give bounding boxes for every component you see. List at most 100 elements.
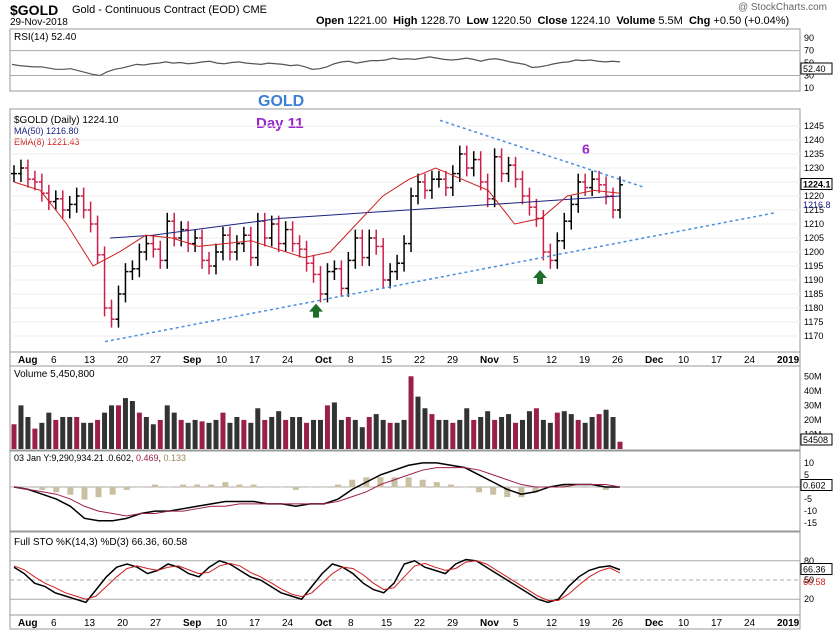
- macd-histogram-bar: [518, 486, 525, 498]
- volume-bar: [443, 419, 449, 449]
- volume-bar: [450, 422, 456, 449]
- date-axis-top-label: 5: [513, 355, 519, 366]
- macd-last-box: [800, 479, 833, 492]
- macd-histogram-bar: [405, 477, 412, 488]
- macd-histogram-bar: [602, 486, 609, 490]
- macd-histogram-bar: [236, 484, 243, 488]
- rsi-last-label: 52.40: [803, 64, 826, 74]
- volume-bar: [324, 405, 330, 449]
- volume-bar: [276, 411, 282, 449]
- volume-bar: [575, 419, 581, 449]
- ema8-line: [13, 167, 621, 267]
- volume-bar: [478, 417, 484, 449]
- date-axis-bottom-label: 24: [744, 618, 756, 629]
- price-tick-label: 1240: [804, 135, 824, 145]
- volume-bar: [506, 414, 512, 449]
- date-axis-bottom-label: 2019: [777, 618, 800, 629]
- volume-bar: [603, 409, 609, 449]
- volume-bar: [561, 411, 567, 449]
- price-panel: $GOLD (Daily) 1224.10 MA(50) 1216.80 EMA…: [9, 93, 801, 353]
- volume-bar: [136, 412, 142, 449]
- date-axis-bottom-strip: [9, 614, 801, 630]
- sto-tick-label: 20: [804, 594, 814, 604]
- macd-last-label: 0.602: [803, 481, 826, 491]
- date-axis-top-label: Dec: [645, 355, 664, 366]
- low-label: Low: [466, 15, 489, 27]
- chart-header: $GOLD Gold - Continuous Contract (EOD) C…: [0, 0, 833, 28]
- macd-histogram-bar: [151, 484, 158, 488]
- rsi-line: [11, 56, 621, 77]
- volume-bar: [157, 419, 163, 449]
- macd-histogram-bar: [180, 484, 187, 488]
- macd-histogram-bar: [194, 484, 201, 488]
- date-axis-bottom-label: 19: [579, 618, 591, 629]
- date-axis-top-label: 6: [51, 355, 57, 366]
- macd-histogram-bar: [39, 486, 46, 490]
- volume-bar: [485, 411, 491, 449]
- price-tick-label: 1230: [804, 163, 824, 173]
- date-axis-top-label: 13: [84, 355, 96, 366]
- rsi-tick-label: 30: [804, 71, 814, 81]
- macd-histogram-bar: [335, 484, 342, 488]
- volume-bar: [46, 412, 52, 449]
- price-tick-label: 1170: [804, 331, 823, 341]
- date-axis-top-label: 24: [282, 355, 294, 366]
- chart-date: 29-Nov-2018: [10, 17, 68, 28]
- open-label: Open: [316, 15, 345, 27]
- macd-histogram-bar: [377, 477, 384, 488]
- volume-bar: [297, 417, 303, 449]
- date-axis-top-strip: [9, 351, 801, 367]
- macd-tick-label: 10: [804, 458, 814, 468]
- volume-bar: [610, 417, 616, 449]
- volume-bar: [39, 422, 45, 449]
- volume-bar: [373, 414, 379, 449]
- date-axis-top-label: Sep: [183, 355, 201, 366]
- annotation-day: Day 11: [256, 115, 304, 132]
- date-axis-top-label: 8: [348, 355, 354, 366]
- volume-bar: [241, 419, 247, 449]
- watermark: @ StockCharts.com: [737, 2, 827, 13]
- macd-histogram-bar: [278, 486, 285, 488]
- macd-histogram-bar: [476, 486, 483, 493]
- volume-bar: [150, 424, 156, 449]
- volume-bar: [499, 417, 505, 449]
- macd-histogram-bar: [81, 486, 88, 500]
- volume-bar: [283, 419, 289, 449]
- date-axis-bottom-label: 22: [414, 618, 426, 629]
- macd-histogram-bar: [490, 486, 497, 495]
- volume-bar: [11, 424, 17, 449]
- price-tick-label: 1235: [804, 149, 824, 159]
- date-axis-top-label: 12: [546, 355, 558, 366]
- volume-bar: [290, 417, 296, 449]
- macd-histogram-bar: [321, 486, 328, 488]
- volume-bar: [74, 417, 80, 449]
- macd-histogram-bar: [419, 479, 426, 488]
- macd-legend: 03 Jan Y:9,290,934.21.0.602, 0.469, 0.13…: [14, 453, 186, 463]
- macd-legend-sep1: ,: [131, 453, 136, 463]
- volume-bar: [554, 412, 560, 449]
- volume-bar: [81, 422, 87, 449]
- volume-bar: [436, 419, 442, 449]
- volume-bar: [429, 414, 435, 449]
- volume-bar: [582, 422, 588, 449]
- volume-bar: [95, 419, 101, 449]
- date-axis-bottom-label: 10: [678, 618, 690, 629]
- volume-bar: [53, 419, 59, 449]
- volume-bar: [387, 422, 393, 449]
- sto-d-last-label: 60.58: [803, 577, 826, 587]
- rsi-tick-label: 90: [804, 33, 814, 43]
- date-axis-bottom-label: 17: [711, 618, 723, 629]
- volume-bar: [596, 414, 602, 449]
- date-axis-top-label: Nov: [480, 355, 499, 366]
- volume-bar: [394, 422, 400, 449]
- volume-value: 5.5M: [658, 15, 683, 27]
- up-arrow-icon: [309, 303, 323, 318]
- date-axis-bottom-label: Aug: [18, 618, 37, 629]
- volume-bar: [60, 417, 66, 449]
- volume-bar: [18, 405, 24, 449]
- volume-bar: [540, 419, 546, 449]
- date-axis-top-label: 2019: [777, 355, 800, 366]
- volume-bar: [269, 417, 275, 449]
- volume-legend: Volume 5,450,800: [14, 369, 95, 380]
- description-text: Gold - Continuous Contract (EOD): [72, 4, 240, 16]
